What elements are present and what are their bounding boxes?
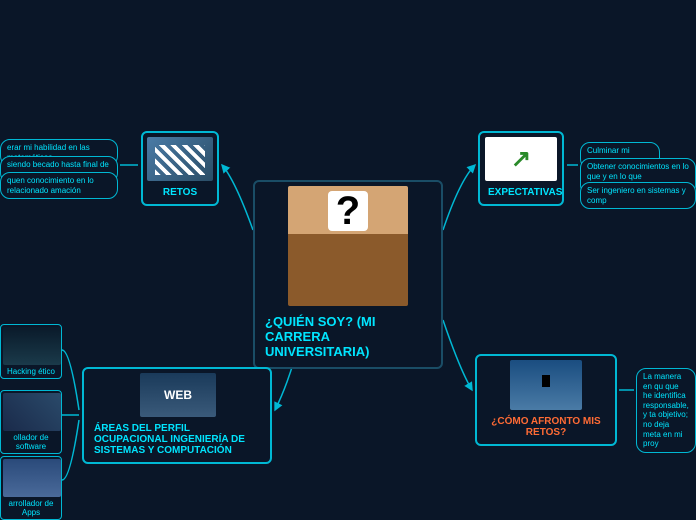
retos-leaf-2[interactable]: quen conocimiento en lo relacionado amac… [0,172,118,199]
steps-image [147,137,213,181]
areas-child-0[interactable]: Hacking ético [0,324,62,379]
expectativas-node[interactable]: EXPECTATIVAS [478,131,564,206]
areas-child-2[interactable]: arrollador de Apps [0,456,62,520]
afronto-node[interactable]: ¿CÓMO AFRONTO MIS RETOS? [475,354,617,446]
expectativas-leaf-2[interactable]: Ser ingeniero en sistemas y comp [580,182,696,209]
areas-child-label-1: ollador de software [3,431,59,451]
person-image [288,186,408,306]
areas-node[interactable]: ÁREAS DEL PERFIL OCUPACIONAL INGENIERÍA … [82,367,272,464]
areas-child-label-2: arrollador de Apps [3,497,59,517]
retos-title: RETOS [147,185,213,200]
center-node[interactable]: ¿QUIÉN SOY? (MI CARRERA UNIVERSITARIA) [253,180,443,369]
chart-image [485,137,557,181]
areas-child-label-0: Hacking ético [3,365,59,376]
retos-leaf-text-2: quen conocimiento en lo relacionado amac… [7,176,111,195]
center-title: ¿QUIÉN SOY? (MI CARRERA UNIVERSITARIA) [259,310,437,363]
expectativas-title: EXPECTATIVAS [484,185,558,200]
expectativas-leaf-text-2: Ser ingeniero en sistemas y comp [587,186,689,205]
areas-title: ÁREAS DEL PERFIL OCUPACIONAL INGENIERÍA … [88,421,266,458]
areas-child-image-2 [3,459,61,497]
afronto-leaf-0[interactable]: La manera en qu que he identifica respon… [636,368,696,453]
jump-image [510,360,582,410]
areas-child-image-0 [3,327,61,365]
afronto-title: ¿CÓMO AFRONTO MIS RETOS? [481,414,611,440]
areas-child-image-1 [3,393,61,431]
web-image [140,373,216,417]
afronto-leaf-text-0: La manera en qu que he identifica respon… [643,372,689,449]
areas-child-1[interactable]: ollador de software [0,390,62,454]
retos-node[interactable]: RETOS [141,131,219,206]
